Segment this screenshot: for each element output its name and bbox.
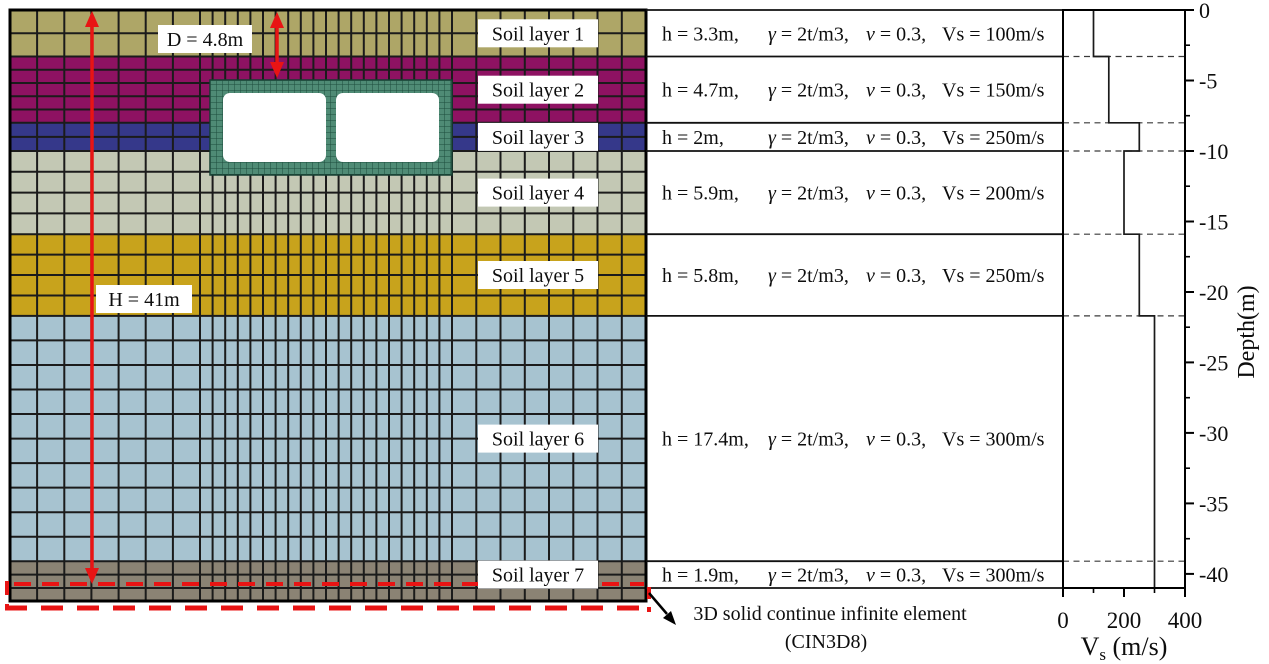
x-tick-label: 400 — [1168, 608, 1203, 633]
soil-layer-2-label-box — [478, 75, 598, 104]
y-tick-label: -40 — [1199, 562, 1228, 587]
layer-4-prop-vs: Vs = 200m/s — [942, 183, 1045, 205]
x-tick-label: 200 — [1107, 608, 1142, 633]
soil-layer-5-label: Soil layer 5 — [492, 265, 584, 287]
layer-3-prop-h: h = 2m, — [662, 127, 724, 149]
infinite-element-note-line1: 3D solid continue infinite element — [693, 603, 967, 625]
h-dimension-label: H = 41m — [108, 289, 180, 311]
layer-7-prop-h: h = 1.9m, — [662, 565, 739, 587]
layer-1-prop-h: h = 3.3m, — [662, 23, 739, 45]
layer-5-prop-gamma: γ = 2t/m3, — [768, 265, 849, 287]
soil-layer-4-label: Soil layer 4 — [492, 183, 584, 205]
soil-layer-3-label: Soil layer 3 — [492, 127, 584, 149]
y-tick-label: -25 — [1199, 350, 1228, 375]
infinite-note-arrow-line — [648, 592, 668, 615]
h-label-box — [96, 285, 192, 313]
soil-layer-6-label-box — [478, 424, 598, 453]
layer-5-prop-vs: Vs = 250m/s — [942, 265, 1045, 287]
layer-3-prop-nu: ν = 0.3, — [866, 127, 926, 149]
layer-6-prop-gamma: γ = 2t/m3, — [768, 429, 849, 451]
y-tick-label: -20 — [1199, 280, 1228, 305]
soil-layer-6-label: Soil layer 6 — [492, 429, 584, 451]
soil-layer-labels: Soil layer 1 Soil layer 2 Soil layer 3 Soil… — [478, 19, 598, 589]
tunnel-left-cell-opening — [223, 93, 326, 162]
layer-4-prop-gamma: γ = 2t/m3, — [768, 183, 849, 205]
tunnel-structure-group — [209, 79, 453, 176]
chart-y-axis-label: Depth(m) — [1234, 285, 1260, 378]
y-tick-label: -30 — [1199, 421, 1228, 446]
layer-2-prop-nu: ν = 0.3, — [866, 80, 926, 102]
layer-1-prop-vs: Vs = 100m/s — [942, 23, 1045, 45]
layer-7-prop-gamma: γ = 2t/m3, — [768, 565, 849, 587]
layer-2-prop-h: h = 4.7m, — [662, 80, 739, 102]
vs-profile-step-line — [1092, 10, 1156, 588]
soil-layer-1-label-box — [478, 19, 598, 48]
layer-6-prop-nu: ν = 0.3, — [866, 429, 926, 451]
layer-7-prop-nu: ν = 0.3, — [866, 565, 926, 587]
soil-layer-2-label: Soil layer 2 — [492, 80, 584, 102]
layer-3-prop-vs: Vs = 250m/s — [942, 127, 1045, 149]
layer-6-prop-vs: Vs = 300m/s — [942, 429, 1045, 451]
h-41m-arrow-head-down — [85, 568, 99, 584]
y-tick-label: -5 — [1199, 69, 1217, 94]
soil-layer-7-label: Soil layer 7 — [492, 565, 584, 587]
y-tick-label: -35 — [1199, 491, 1228, 516]
x-tick-label: 0 — [1057, 608, 1069, 633]
soil-layer-1-label: Soil layer 1 — [492, 23, 584, 45]
d-4.8m-arrow-head-up — [270, 12, 284, 28]
layer-2-prop-vs: Vs = 150m/s — [942, 80, 1045, 102]
y-tick-label: -10 — [1199, 139, 1228, 164]
infinite-note-arrow-head — [663, 611, 676, 625]
infinite-element-note-line2: (CIN3D8) — [785, 631, 867, 653]
layer-4-prop-nu: ν = 0.3, — [866, 183, 926, 205]
dimension-annotations — [5, 11, 676, 625]
layer-5-prop-nu: ν = 0.3, — [866, 265, 926, 287]
infinite-element-row — [10, 588, 646, 601]
chart-plot-border — [1062, 9, 1186, 589]
layer-2-prop-gamma: γ = 2t/m3, — [768, 80, 849, 102]
d-4.8m-arrow-head-down — [270, 62, 284, 78]
chart-x-axis-label: Vs (m/s) — [1081, 632, 1168, 664]
layer-6-prop-h: h = 17.4m, — [662, 429, 749, 451]
soil-layer-4-label-box — [478, 178, 598, 207]
layer-property-table: h = 3.3m, γ = 2t/m3, ν = 0.3, Vs = 100m/s h … — [646, 9, 1063, 589]
tunnel-right-cell-opening — [336, 93, 439, 162]
layer-3-prop-gamma: γ = 2t/m3, — [768, 127, 849, 149]
layer-1-prop-gamma: γ = 2t/m3, — [768, 23, 849, 45]
soil-layer-5-label-box — [478, 261, 598, 289]
layer-7-prop-vs: Vs = 300m/s — [942, 565, 1045, 587]
soil-layer-7-label-box — [478, 560, 598, 589]
layer-1-prop-nu: ν = 0.3, — [866, 23, 926, 45]
y-tick-label: -15 — [1199, 210, 1228, 235]
d-dimension-label: D = 4.8m — [167, 29, 244, 51]
d-label-box — [158, 25, 252, 53]
property-row-separators — [646, 9, 1063, 589]
layer-4-prop-h: h = 5.9m, — [662, 183, 739, 205]
soil-layer-3-label-box — [478, 122, 598, 151]
y-tick-label: 0 — [1199, 0, 1210, 23]
mesh-outer-border — [8, 8, 648, 603]
h-41m-arrow-head-up — [85, 11, 99, 27]
layer-5-prop-h: h = 5.8m, — [662, 265, 739, 287]
